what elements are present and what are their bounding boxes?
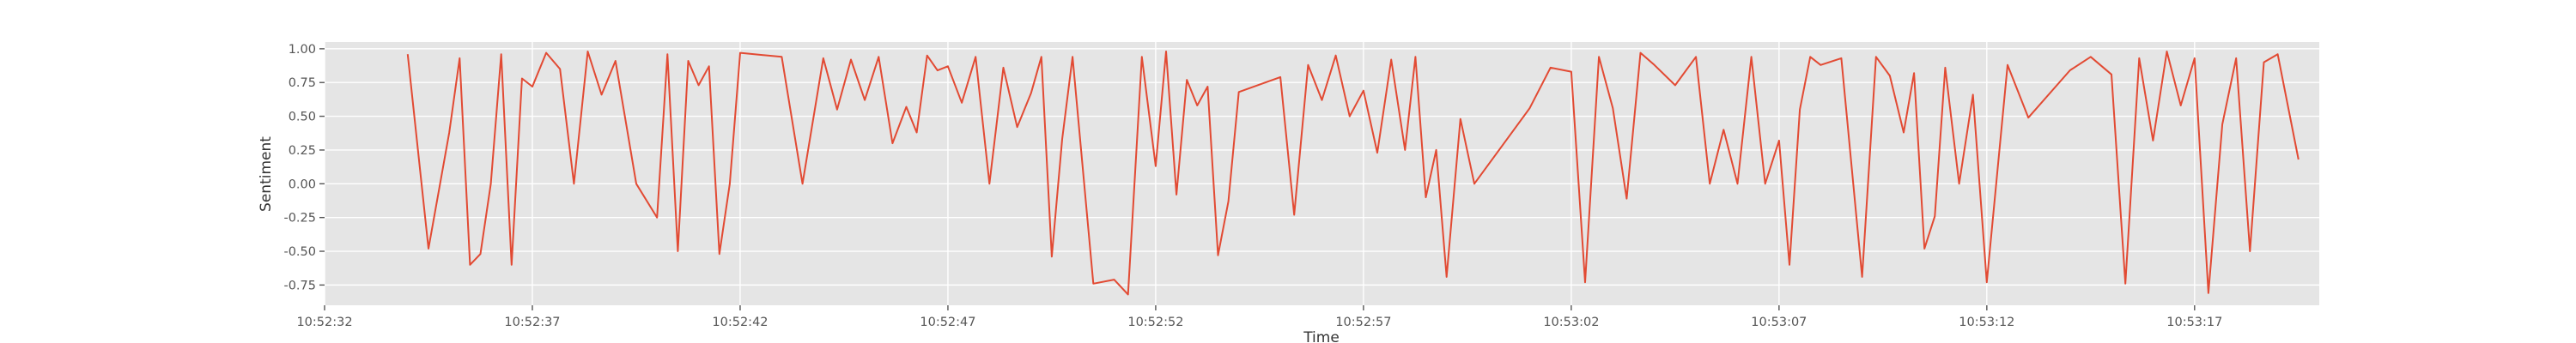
x-tick-label: 10:52:52 [1127,316,1183,329]
y-tick-label: 0.00 [289,178,316,191]
y-axis: 1.00 0.75 0.50 0.25 0.00 -0.25 -0.50 -0.75 [283,43,325,292]
x-axis-label: Time [1303,329,1340,343]
x-axis: 10:52:32 10:52:37 10:52:42 10:52:47 10:52:52… [296,305,2222,329]
y-tick-label: 0.25 [289,144,316,158]
y-tick-label: -0.50 [283,245,316,259]
grid [324,42,2319,305]
x-tick-label: 10:52:57 [1335,316,1391,329]
y-tick-label: -0.25 [283,212,316,226]
plot-area [325,42,2319,305]
y-tick-label: 0.75 [289,76,316,90]
y-tick-label: 1.00 [289,43,316,57]
x-tick-label: 10:52:32 [296,316,352,329]
x-tick-label: 10:53:07 [1751,316,1807,329]
y-axis-label: Sentiment [258,136,275,212]
y-tick-label: 0.50 [289,111,316,124]
x-tick-label: 10:53:12 [1959,316,2014,329]
x-tick-label: 10:53:02 [1543,316,1599,329]
x-tick-label: 10:52:37 [504,316,560,329]
series-line [406,51,2300,296]
series-layer [406,51,2300,296]
x-tick-label: 10:52:42 [712,316,768,329]
x-tick-label: 10:53:17 [2166,316,2222,329]
x-tick-label: 10:52:47 [920,316,975,329]
y-tick-label: -0.75 [283,279,316,292]
